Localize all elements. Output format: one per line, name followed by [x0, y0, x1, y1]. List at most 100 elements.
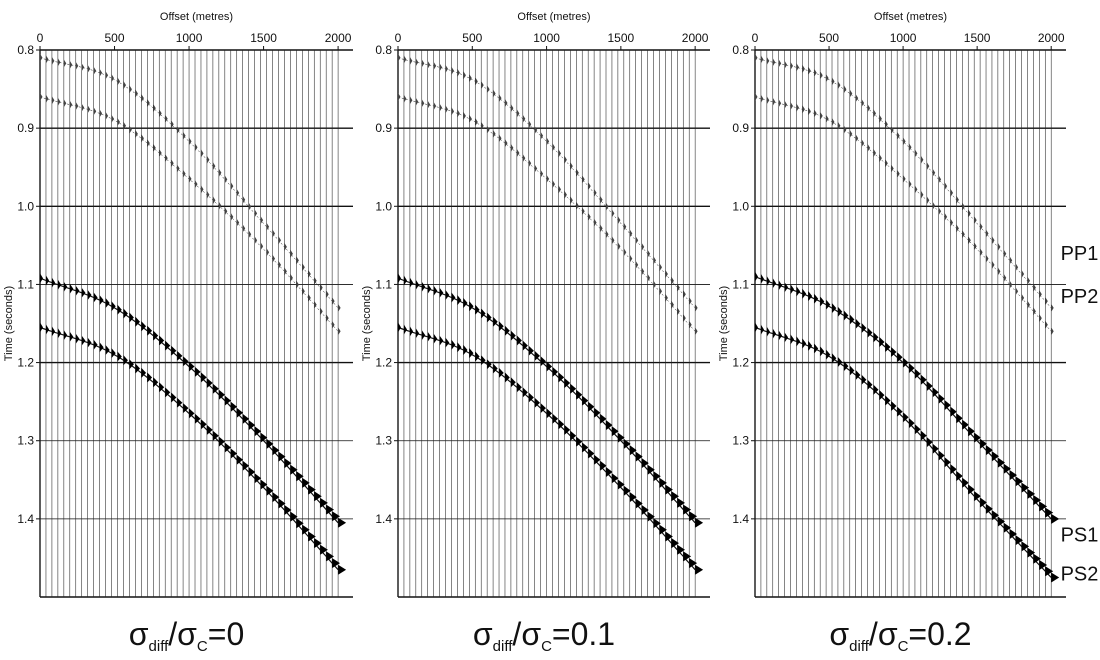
wavelet: [290, 464, 298, 475]
wavelet: [914, 368, 921, 379]
wavelet: [1051, 303, 1054, 312]
wavelet: [802, 338, 807, 349]
wavelet: [962, 419, 969, 430]
wavelet: [1027, 300, 1030, 309]
wavelet: [99, 295, 104, 306]
wavelet: [867, 104, 871, 113]
wavelet: [873, 332, 879, 343]
wavelet: [481, 308, 486, 319]
wavelet: [332, 297, 335, 306]
x-axis-title: Offset (metres): [874, 11, 947, 23]
wavelet: [206, 155, 210, 164]
wavelet: [962, 477, 969, 488]
wavelet: [409, 96, 413, 105]
wavelet: [302, 477, 310, 488]
wavelet: [469, 114, 472, 123]
wavelet: [409, 326, 414, 337]
wavelet: [832, 77, 835, 86]
wavelet: [600, 224, 603, 233]
wavelet: [611, 426, 619, 437]
wavelet: [784, 60, 788, 69]
wavelet: [932, 443, 939, 454]
wavelet: [914, 149, 918, 158]
wavelet: [766, 326, 770, 337]
wavelet: [1045, 320, 1048, 329]
wavelet: [855, 134, 859, 143]
wavelet: [932, 201, 936, 210]
wavelet: [938, 450, 945, 461]
wavelet: [183, 131, 186, 140]
wavelet: [778, 99, 782, 108]
wavelet: [332, 511, 340, 522]
wavelet: [582, 395, 589, 406]
wavelet: [653, 256, 656, 265]
wavelet: [796, 103, 799, 112]
wavelet: [564, 155, 567, 164]
wavelet: [63, 99, 67, 108]
wavelet: [218, 168, 222, 177]
wavelet: [528, 159, 532, 168]
x-tick-label: 1500: [964, 31, 991, 45]
wavelet: [57, 328, 62, 339]
panel-caption: σdiff/σC=0.1: [473, 616, 615, 655]
wavelet: [522, 154, 526, 163]
wavelet: [588, 212, 591, 221]
wavelet: [843, 361, 849, 372]
wavelet: [57, 58, 61, 67]
wavelet: [284, 458, 292, 469]
wavelet: [677, 307, 680, 316]
wavelet: [653, 280, 656, 289]
wavelet: [861, 139, 865, 148]
wavelet: [897, 406, 903, 417]
wavelet: [260, 216, 264, 225]
wavelet: [647, 511, 655, 522]
wavelet: [183, 169, 186, 178]
wavelet: [487, 359, 492, 370]
wavelet: [677, 283, 680, 292]
wavelet: [820, 296, 825, 307]
wavelet: [415, 279, 420, 290]
wavelet: [522, 114, 526, 123]
y-tick-label: 1.1: [17, 277, 34, 291]
wavelet: [451, 66, 454, 75]
wavelet: [843, 85, 847, 94]
wavelet: [1021, 293, 1025, 302]
wavelet: [594, 407, 601, 418]
wavelet: [1021, 270, 1025, 278]
wavelet: [950, 406, 957, 417]
wavelet: [302, 263, 305, 272]
wavelet: [558, 419, 565, 430]
wavelet: [254, 209, 258, 218]
wavelet: [778, 330, 783, 341]
wavelet: [1045, 297, 1048, 306]
wavelet: [623, 438, 631, 449]
wavelet: [87, 64, 91, 73]
event-label-ps1: PS1: [1061, 524, 1099, 546]
wavelet: [75, 61, 79, 70]
wavelet: [493, 89, 496, 98]
wavelet: [433, 333, 438, 344]
y-tick-label: 0.9: [375, 121, 392, 135]
wavelet: [997, 267, 1001, 276]
wavelet: [1003, 273, 1007, 282]
wavelet: [99, 109, 103, 118]
wavelet: [647, 464, 655, 475]
wavelet: [677, 544, 685, 555]
wavelet: [790, 284, 795, 295]
wavelet: [445, 64, 448, 73]
wavelet: [849, 314, 855, 325]
wavelet: [81, 335, 86, 346]
wavelet: [1021, 541, 1030, 552]
wavelet: [695, 564, 704, 575]
wavelet: [427, 60, 431, 69]
wavelet: [849, 129, 853, 138]
wavelet: [57, 97, 61, 106]
wavelet: [1003, 249, 1007, 258]
wavelet: [808, 340, 813, 351]
wavelet: [570, 196, 573, 205]
wavelet: [641, 458, 649, 469]
x-tick-label: 0: [37, 31, 44, 45]
wavelet: [986, 229, 989, 238]
wavelet: [962, 230, 965, 239]
wavelet: [81, 287, 86, 298]
